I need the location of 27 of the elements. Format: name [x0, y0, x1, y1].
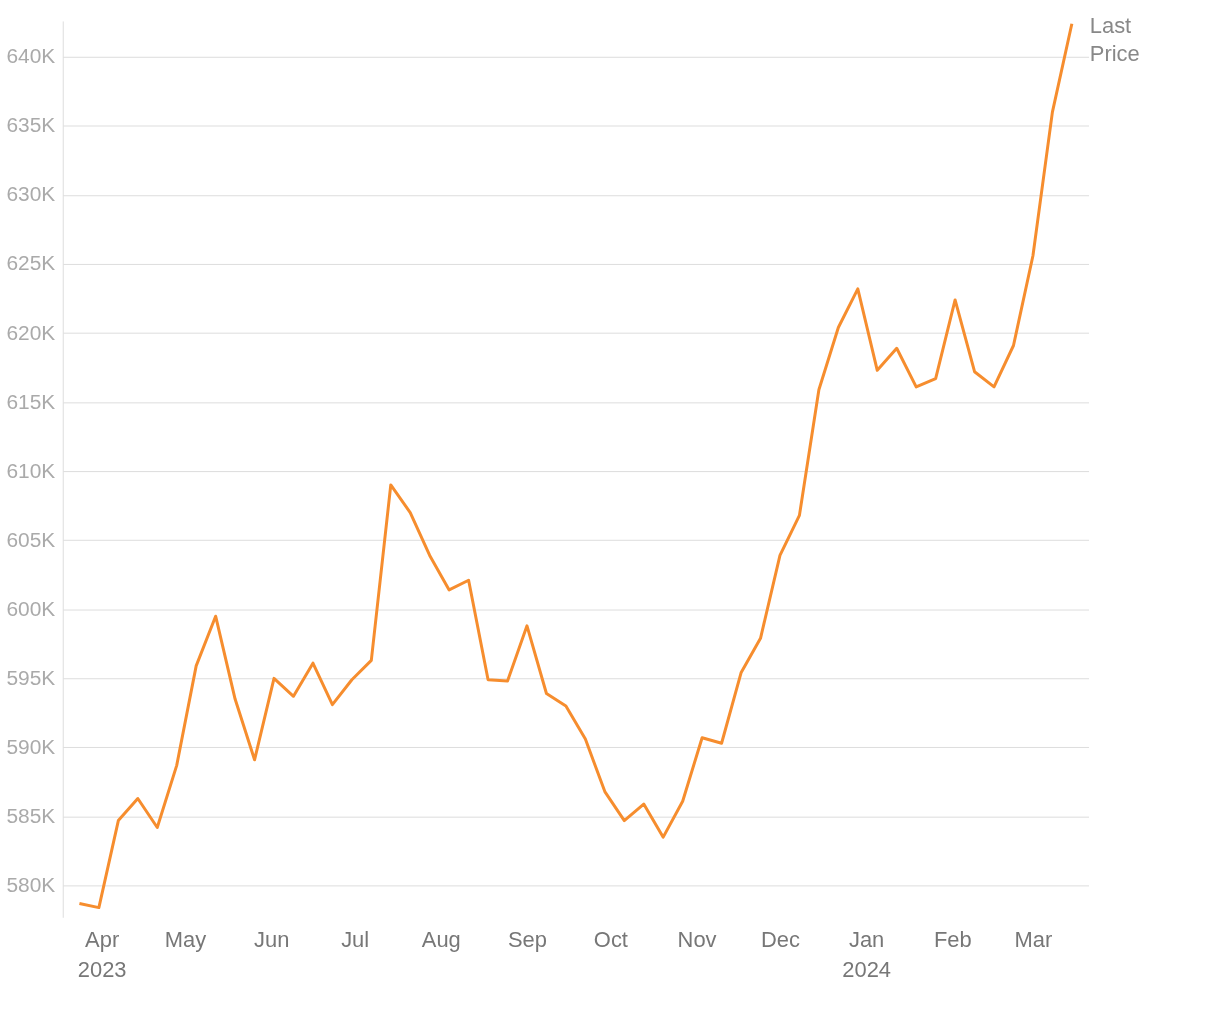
y-tick-label: 600K: [6, 596, 56, 620]
y-tick-label: 625K: [6, 251, 56, 275]
y-tick-label: 605K: [6, 527, 56, 551]
x-tick-label: Jan 2024: [842, 926, 892, 982]
y-tick-label: 620K: [6, 320, 56, 344]
x-tick-label: Jun: [254, 926, 290, 952]
x-tick-label: Mar: [1014, 926, 1053, 952]
y-tick-label: 635K: [6, 113, 56, 137]
x-tick-label: May: [164, 926, 207, 952]
y-tick-label: 595K: [6, 665, 56, 689]
line-series: [77, 22, 1074, 910]
y-tick-label: 615K: [6, 389, 56, 413]
x-tick-label: Sep: [508, 926, 547, 952]
x-tick-label: Feb: [933, 926, 972, 952]
x-tick-label: Dec: [760, 926, 800, 952]
series-label: Last Price: [1089, 12, 1140, 66]
y-tick-label: 640K: [6, 44, 56, 68]
y-tick-label: 610K: [6, 458, 56, 482]
x-tick-label: Jul: [341, 926, 370, 952]
x-tick-label: Aug: [421, 926, 461, 952]
y-tick-label: 590K: [6, 734, 56, 758]
x-tick-label: Apr 2023: [77, 926, 127, 982]
y-tick-label: 585K: [6, 803, 56, 827]
x-tick-label: Nov: [677, 926, 717, 952]
y-tick-label: 630K: [6, 182, 56, 206]
y-tick-label: 580K: [6, 872, 56, 896]
x-tick-label: Oct: [593, 926, 628, 952]
